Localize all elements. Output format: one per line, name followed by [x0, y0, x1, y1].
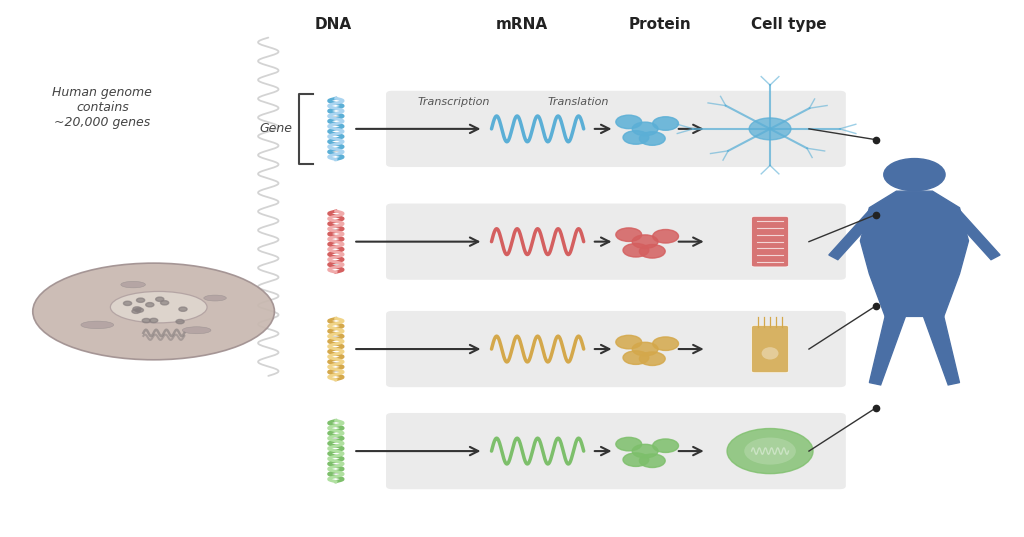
Ellipse shape	[33, 263, 274, 360]
Circle shape	[135, 308, 143, 313]
Polygon shape	[869, 316, 905, 385]
Circle shape	[145, 302, 154, 307]
Circle shape	[632, 444, 658, 458]
Circle shape	[615, 335, 642, 349]
Text: mRNA: mRNA	[497, 17, 548, 32]
Circle shape	[652, 337, 679, 351]
Circle shape	[727, 429, 813, 474]
Ellipse shape	[111, 292, 207, 323]
Circle shape	[632, 122, 658, 136]
Circle shape	[150, 318, 158, 323]
Ellipse shape	[121, 281, 145, 288]
Circle shape	[176, 320, 184, 324]
Circle shape	[161, 301, 169, 305]
Polygon shape	[950, 210, 1000, 260]
Circle shape	[652, 117, 679, 130]
Circle shape	[639, 352, 666, 366]
FancyBboxPatch shape	[386, 204, 846, 280]
Polygon shape	[860, 191, 969, 316]
FancyBboxPatch shape	[752, 216, 788, 267]
Circle shape	[639, 454, 666, 468]
Ellipse shape	[182, 326, 211, 333]
Circle shape	[652, 439, 679, 453]
Text: Protein: Protein	[629, 17, 692, 32]
FancyBboxPatch shape	[386, 413, 846, 489]
Ellipse shape	[762, 347, 778, 359]
Circle shape	[623, 130, 649, 144]
Circle shape	[156, 297, 164, 301]
Ellipse shape	[81, 321, 114, 329]
Circle shape	[652, 229, 679, 243]
FancyBboxPatch shape	[386, 311, 846, 387]
Ellipse shape	[204, 295, 226, 301]
Polygon shape	[828, 210, 879, 260]
Circle shape	[632, 235, 658, 249]
Circle shape	[623, 243, 649, 257]
Circle shape	[884, 158, 945, 191]
Circle shape	[639, 244, 666, 258]
Circle shape	[623, 351, 649, 365]
Circle shape	[142, 318, 151, 323]
Text: Cell type: Cell type	[751, 17, 826, 32]
Circle shape	[744, 438, 796, 465]
FancyBboxPatch shape	[752, 325, 788, 373]
Circle shape	[632, 342, 658, 356]
Circle shape	[623, 453, 649, 467]
Circle shape	[133, 307, 141, 311]
Text: Human genome
contains
~20,000 genes: Human genome contains ~20,000 genes	[52, 86, 153, 129]
Circle shape	[750, 118, 791, 140]
Text: DNA: DNA	[314, 17, 351, 32]
Circle shape	[132, 309, 140, 314]
FancyBboxPatch shape	[386, 91, 846, 167]
Circle shape	[615, 115, 642, 129]
Polygon shape	[924, 316, 959, 385]
Circle shape	[615, 228, 642, 242]
Text: Translation: Translation	[548, 97, 609, 107]
Circle shape	[124, 301, 132, 306]
Circle shape	[639, 132, 666, 146]
Text: Transcription: Transcription	[418, 97, 490, 107]
Text: Gene: Gene	[260, 122, 293, 135]
Circle shape	[179, 307, 187, 311]
Circle shape	[136, 298, 144, 302]
Circle shape	[615, 437, 642, 451]
